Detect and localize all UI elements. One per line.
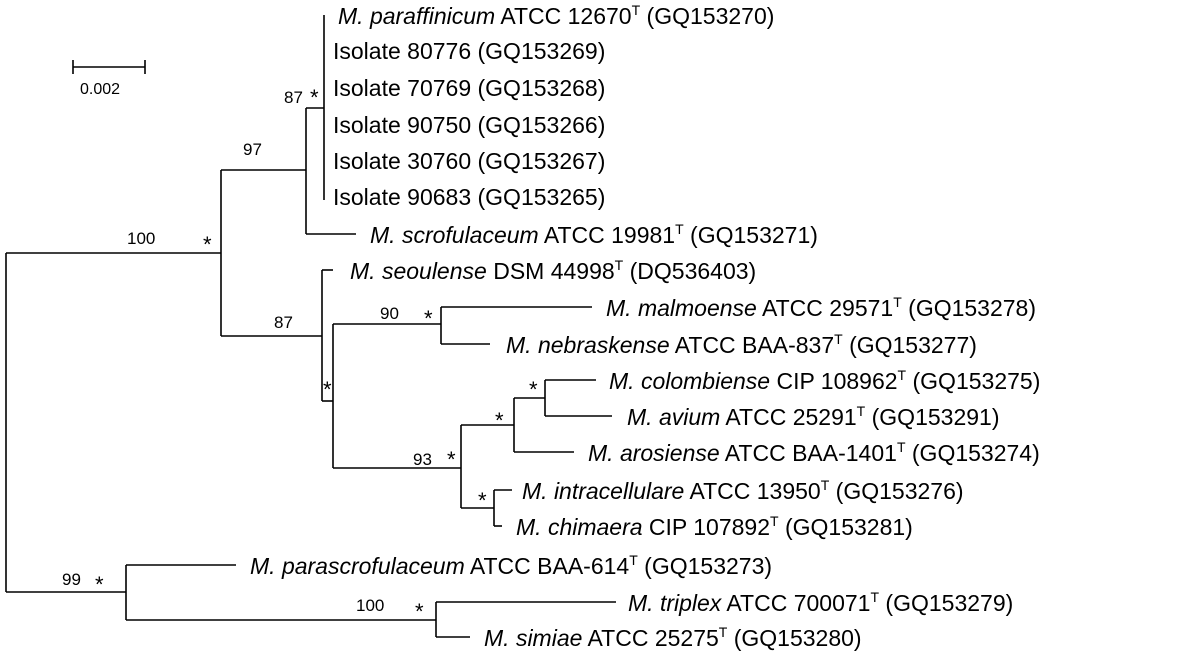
taxon-label-nebraskense: M. nebraskense ATCC BAA-837T (GQ153277) — [506, 331, 977, 358]
taxon-label-triplex: M. triplex ATCC 700071T (GQ153279) — [628, 589, 1013, 616]
taxon-label-avium: M. avium ATCC 25291T (GQ153291) — [627, 403, 999, 430]
support-value-malmoense-pair: 90 — [380, 304, 399, 323]
taxon-label-paraffinicum: M. paraffinicum ATCC 12670T (GQ153270) — [338, 2, 774, 29]
taxon-label-seoulense: M. seoulense DSM 44998T (DQ536403) — [350, 257, 756, 284]
taxon-label-intracellulare: M. intracellulare ATCC 13950T (GQ153276) — [522, 477, 964, 504]
support-value-parascrof-clade: 99 — [62, 570, 81, 589]
support-values: 87 97 100 87 90 93 99 100 — [62, 88, 432, 615]
taxon-label-malmoense: M. malmoense ATCC 29571T (GQ153278) — [606, 294, 1036, 321]
scale-bar: 0.002 — [72, 60, 146, 98]
support-value-big-clade: 100 — [127, 229, 155, 248]
star-marker: * — [310, 85, 319, 110]
taxon-label-parascrofulaceum: M. parascrofulaceum ATCC BAA-614T (GQ153… — [250, 552, 772, 579]
taxon-label-isolate-70769: Isolate 70769 (GQ153268) — [333, 75, 605, 101]
taxon-label-isolate-90750: Isolate 90750 (GQ153266) — [333, 112, 605, 138]
star-markers: * * * * * * * * * * — [95, 85, 538, 624]
taxon-label-simiae: M. simiae ATCC 25275T (GQ153280) — [484, 624, 862, 651]
support-value-scrof-clade: 97 — [243, 140, 262, 159]
star-marker: * — [203, 232, 212, 257]
taxon-label-arosiense: M. arosiense ATCC BAA-1401T (GQ153274) — [588, 439, 1040, 466]
taxon-label-chimaera: M. chimaera CIP 107892T (GQ153281) — [516, 513, 913, 540]
support-value-isolate-clade: 87 — [284, 88, 303, 107]
support-value-avium-complex: 87 — [274, 313, 293, 332]
star-marker: * — [424, 306, 433, 331]
scale-bar-label: 0.002 — [80, 81, 120, 98]
star-marker: * — [495, 408, 504, 433]
tree-branches — [5, 15, 616, 638]
star-marker: * — [447, 447, 456, 472]
taxon-label-isolate-30760: Isolate 30760 (GQ153267) — [333, 148, 605, 174]
star-marker: * — [478, 488, 487, 513]
leaf-labels: M. paraffinicum ATCC 12670T (GQ153270) I… — [250, 2, 1040, 651]
star-marker: * — [415, 599, 424, 624]
taxon-label-isolate-80776: Isolate 80776 (GQ153269) — [333, 38, 605, 64]
support-value-triplex-pair: 100 — [356, 596, 384, 615]
taxon-label-colombiense: M. colombiense CIP 108962T (GQ153275) — [609, 367, 1040, 394]
support-value-avium-group: 93 — [413, 450, 432, 469]
star-marker: * — [323, 377, 332, 402]
taxon-label-scrofulaceum: M. scrofulaceum ATCC 19981T (GQ153271) — [370, 221, 818, 248]
star-marker: * — [95, 572, 104, 597]
star-marker: * — [529, 377, 538, 402]
taxon-label-isolate-90683: Isolate 90683 (GQ153265) — [333, 184, 605, 210]
